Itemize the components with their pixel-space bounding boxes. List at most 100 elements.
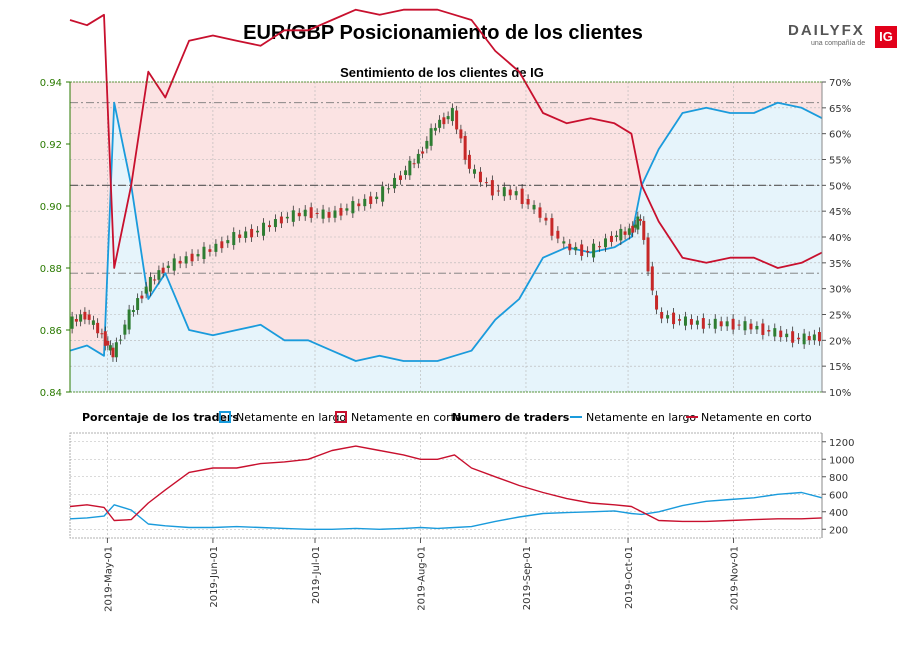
- candle-body: [333, 210, 337, 218]
- candle-body: [79, 314, 83, 322]
- candle-body: [791, 331, 795, 343]
- right-tick-label: 50%: [829, 181, 851, 192]
- chart-title: Sentimiento de los clientes de IG: [340, 65, 544, 80]
- candle-body: [638, 219, 642, 221]
- legend-num-short: Netamente en corto: [701, 411, 812, 424]
- candle-body: [463, 135, 467, 160]
- candle-body: [627, 228, 631, 235]
- candle-body: [172, 258, 176, 271]
- right-tick-label: 35%: [829, 259, 851, 270]
- candle-body: [484, 182, 488, 184]
- candle-body: [598, 246, 602, 248]
- candle-body: [502, 187, 506, 197]
- candle-body: [550, 218, 554, 236]
- candle-body: [421, 151, 425, 154]
- x-tick-label: 2019-May-01: [103, 546, 114, 612]
- candle-body: [309, 207, 313, 218]
- right-tick-label: 800: [829, 473, 848, 484]
- candle-body: [232, 232, 236, 246]
- candle-body: [802, 333, 806, 345]
- candle-body: [140, 295, 144, 299]
- candle-body: [442, 117, 446, 125]
- candle-body: [556, 230, 560, 239]
- candle-body: [315, 212, 319, 214]
- candle-body: [123, 324, 127, 335]
- candle-body: [580, 244, 584, 256]
- x-tick-label: 2019-Sep-01: [522, 546, 533, 610]
- candle-body: [131, 310, 135, 313]
- candle-body: [689, 318, 693, 325]
- candle-body: [96, 322, 100, 334]
- x-tick-label: 2019-Aug-01: [416, 546, 427, 611]
- candle-body: [623, 231, 627, 235]
- candle-body: [713, 318, 717, 329]
- legend-pct-long-swatch: [219, 411, 231, 423]
- candle-body: [672, 312, 676, 325]
- right-tick-label: 600: [829, 490, 848, 501]
- candle-body: [812, 334, 816, 341]
- candle-body: [297, 212, 301, 217]
- candle-body: [279, 216, 283, 224]
- candle-body: [108, 345, 112, 351]
- candle-body: [83, 311, 87, 320]
- candle-body: [250, 228, 254, 238]
- candle-body: [646, 237, 650, 272]
- candle-body: [153, 279, 157, 281]
- series-line-long-count: [69, 491, 823, 530]
- candle-body: [226, 240, 230, 244]
- candle-body: [244, 231, 248, 238]
- right-tick-label: 40%: [829, 233, 851, 244]
- candle-body: [103, 331, 107, 346]
- candle-body: [544, 217, 548, 221]
- candle-body: [719, 321, 723, 327]
- left-tick-label: 0.86: [40, 326, 62, 337]
- candle-body: [166, 265, 170, 268]
- candle-body: [496, 190, 500, 192]
- candle-body: [785, 333, 789, 338]
- candle-body: [807, 336, 811, 341]
- candle-body: [574, 246, 578, 251]
- candle-body: [91, 320, 95, 325]
- candle-body: [100, 333, 104, 335]
- candle-body: [695, 320, 699, 325]
- right-tick-label: 65%: [829, 104, 851, 115]
- right-tick-label: 25%: [829, 311, 851, 322]
- candle-body: [609, 235, 613, 242]
- legend-pct-long: Netamente en largo: [236, 411, 346, 424]
- right-tick-label: 70%: [829, 78, 851, 89]
- candle-body: [701, 318, 705, 329]
- candle-body: [404, 170, 408, 175]
- candle-body: [87, 314, 91, 320]
- candle-body: [731, 318, 735, 330]
- candle-body: [412, 163, 416, 165]
- series-line-short-count: [69, 445, 823, 523]
- candle-body: [208, 249, 212, 252]
- candle-body: [291, 210, 295, 222]
- candle-body: [267, 225, 271, 228]
- legend-pct-title: Porcentaje de los traders: [82, 411, 239, 424]
- candle-body: [144, 286, 148, 294]
- candle-body: [273, 219, 277, 228]
- candle-body: [303, 209, 307, 217]
- candle-body: [446, 116, 450, 120]
- candle-body: [761, 323, 765, 335]
- candle-body: [604, 238, 608, 248]
- candle-body: [450, 108, 454, 122]
- candle-body: [459, 129, 463, 139]
- candle-body: [514, 191, 518, 196]
- candle-body: [592, 243, 596, 258]
- candle-body: [425, 140, 429, 149]
- candle-body: [650, 266, 654, 291]
- candle-body: [119, 339, 123, 341]
- candle-body: [633, 224, 637, 228]
- candle-body: [363, 198, 367, 207]
- candle-body: [526, 199, 530, 205]
- right-tick-label: 20%: [829, 336, 851, 347]
- candle-body: [538, 207, 542, 218]
- left-tick-label: 0.88: [40, 264, 62, 275]
- candle-body: [568, 243, 572, 251]
- candle-body: [520, 188, 524, 204]
- candle-body: [472, 169, 476, 174]
- candle-body: [586, 250, 590, 253]
- candle-body: [398, 175, 402, 180]
